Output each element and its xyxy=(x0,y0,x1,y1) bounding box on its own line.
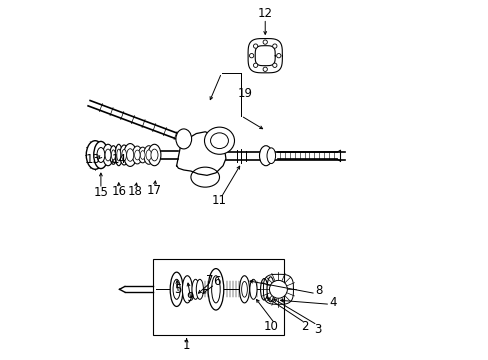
Text: 6: 6 xyxy=(212,275,220,288)
Text: 14: 14 xyxy=(111,153,126,166)
Ellipse shape xyxy=(148,144,161,166)
Ellipse shape xyxy=(117,149,121,161)
Ellipse shape xyxy=(253,63,257,67)
Ellipse shape xyxy=(122,149,126,161)
Ellipse shape xyxy=(115,144,122,166)
Ellipse shape xyxy=(207,269,224,310)
Ellipse shape xyxy=(253,44,257,48)
Ellipse shape xyxy=(134,150,140,160)
Text: 15: 15 xyxy=(93,186,108,199)
Bar xyxy=(153,258,283,336)
Ellipse shape xyxy=(176,129,191,149)
Ellipse shape xyxy=(132,146,142,164)
Ellipse shape xyxy=(263,40,267,44)
Ellipse shape xyxy=(266,148,275,163)
Text: 4: 4 xyxy=(328,296,336,309)
Ellipse shape xyxy=(143,146,153,164)
Text: 8: 8 xyxy=(314,284,322,297)
Text: 11: 11 xyxy=(211,194,226,207)
Ellipse shape xyxy=(260,279,267,300)
Ellipse shape xyxy=(120,145,128,165)
Ellipse shape xyxy=(266,277,274,302)
Ellipse shape xyxy=(97,148,104,162)
Ellipse shape xyxy=(105,149,111,161)
Ellipse shape xyxy=(190,167,219,187)
Ellipse shape xyxy=(111,150,115,160)
Ellipse shape xyxy=(241,282,247,297)
Text: 10: 10 xyxy=(264,320,278,333)
Ellipse shape xyxy=(126,149,133,161)
Ellipse shape xyxy=(102,144,113,166)
Text: 13: 13 xyxy=(85,153,100,166)
Ellipse shape xyxy=(99,149,103,161)
Ellipse shape xyxy=(170,272,183,306)
Ellipse shape xyxy=(249,279,257,299)
Ellipse shape xyxy=(138,147,147,163)
Ellipse shape xyxy=(269,280,287,298)
Ellipse shape xyxy=(123,144,136,166)
Ellipse shape xyxy=(210,133,228,149)
Ellipse shape xyxy=(276,54,281,58)
Text: 3: 3 xyxy=(313,323,321,336)
Ellipse shape xyxy=(192,279,199,299)
Ellipse shape xyxy=(86,141,104,169)
Ellipse shape xyxy=(272,44,276,48)
Ellipse shape xyxy=(239,276,249,303)
Ellipse shape xyxy=(140,151,145,159)
Ellipse shape xyxy=(196,279,203,299)
Ellipse shape xyxy=(182,276,192,303)
Text: 19: 19 xyxy=(238,87,253,100)
Text: 1: 1 xyxy=(183,338,190,351)
Ellipse shape xyxy=(272,63,276,67)
Text: 16: 16 xyxy=(112,185,127,198)
Ellipse shape xyxy=(110,146,117,164)
Ellipse shape xyxy=(211,276,220,303)
Ellipse shape xyxy=(173,279,180,299)
Ellipse shape xyxy=(204,127,234,154)
Polygon shape xyxy=(176,132,225,175)
Ellipse shape xyxy=(263,67,267,71)
Ellipse shape xyxy=(151,149,158,161)
Text: 18: 18 xyxy=(128,185,142,198)
Ellipse shape xyxy=(249,54,253,58)
Ellipse shape xyxy=(94,141,108,168)
Text: 17: 17 xyxy=(147,184,162,197)
Text: 7: 7 xyxy=(205,274,213,287)
Text: 2: 2 xyxy=(300,320,307,333)
Text: 9: 9 xyxy=(186,291,193,304)
Ellipse shape xyxy=(259,146,272,166)
Text: 5: 5 xyxy=(174,283,181,296)
Text: 12: 12 xyxy=(257,8,272,21)
Ellipse shape xyxy=(146,150,151,160)
